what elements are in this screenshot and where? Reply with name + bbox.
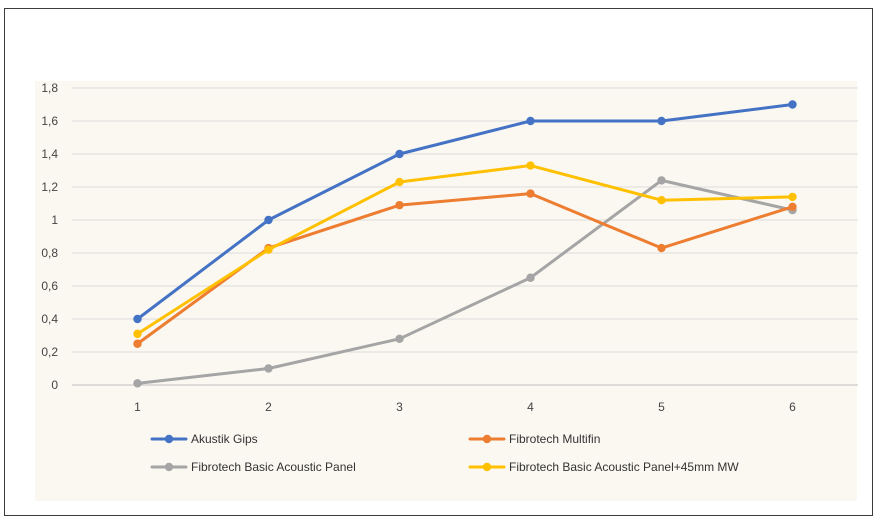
legend-item: Fibrotech Multifin bbox=[468, 432, 600, 446]
y-tick-label: 1,6 bbox=[41, 114, 58, 128]
data-point bbox=[657, 243, 666, 253]
data-point bbox=[264, 364, 273, 373]
legend-item: Fibrotech Basic Acoustic Panel bbox=[150, 460, 356, 474]
series-fibrotech-multifin bbox=[133, 189, 797, 348]
x-tick-label: 4 bbox=[527, 400, 534, 414]
x-tick-label: 6 bbox=[789, 400, 796, 414]
data-point bbox=[133, 379, 142, 388]
data-point bbox=[395, 334, 404, 343]
y-tick-label: 0,8 bbox=[41, 246, 58, 260]
data-point bbox=[788, 100, 797, 109]
data-point bbox=[526, 116, 535, 126]
data-point bbox=[395, 149, 404, 159]
x-tick-label: 1 bbox=[134, 400, 141, 414]
legend-label: Fibrotech Basic Acoustic Panel bbox=[191, 460, 356, 474]
y-tick-label: 1,8 bbox=[41, 81, 58, 95]
y-tick-label: 0,4 bbox=[41, 312, 58, 326]
y-tick-label: 0 bbox=[51, 378, 58, 392]
legend-label: Fibrotech Basic Acoustic Panel+45mm MW bbox=[509, 460, 739, 474]
gridlines bbox=[72, 87, 858, 386]
legend-swatch-marker bbox=[164, 462, 174, 472]
legend-swatch-marker bbox=[164, 434, 174, 444]
data-point bbox=[395, 200, 404, 210]
series-fibrotech-basic-acoustic-panel-45mm-mw bbox=[133, 161, 797, 339]
series-fibrotech-basic-acoustic-panel bbox=[133, 176, 797, 388]
data-point bbox=[788, 192, 797, 202]
legend-label: Fibrotech Multifin bbox=[509, 432, 600, 446]
chart-frame bbox=[4, 8, 873, 516]
data-point bbox=[395, 177, 404, 187]
data-point bbox=[657, 176, 666, 185]
data-point bbox=[133, 314, 142, 324]
series-line bbox=[136, 192, 794, 346]
legend-swatch-marker bbox=[482, 434, 492, 444]
legend-item: Akustik Gips bbox=[150, 432, 258, 446]
chart-background bbox=[35, 81, 857, 501]
y-tick-label: 1,2 bbox=[41, 180, 58, 194]
series-line bbox=[136, 164, 794, 336]
data-point bbox=[788, 202, 797, 211]
data-point bbox=[657, 116, 666, 126]
x-tick-label: 5 bbox=[658, 400, 665, 414]
data-point bbox=[264, 245, 273, 254]
x-tick-label: 3 bbox=[396, 400, 403, 414]
data-point bbox=[264, 215, 273, 225]
series-line bbox=[136, 103, 794, 321]
axes: 0 0,2 0,4 0,6 0,8 1 1,2 1,4 1,6 1,8 1 2 3 4 5 6 bbox=[41, 81, 796, 414]
x-tick-label: 2 bbox=[265, 400, 272, 414]
data-point bbox=[133, 339, 142, 348]
y-tick-label: 0,6 bbox=[41, 279, 58, 293]
data-point bbox=[526, 161, 535, 170]
legend-label: Akustik Gips bbox=[191, 432, 258, 446]
series bbox=[133, 100, 797, 388]
series-line bbox=[136, 178, 794, 385]
data-point bbox=[657, 196, 666, 205]
y-tick-label: 1 bbox=[51, 213, 58, 227]
data-point bbox=[133, 329, 142, 339]
series-akustik-gips bbox=[133, 100, 797, 324]
data-point bbox=[526, 189, 535, 198]
y-tick-label: 1,4 bbox=[41, 147, 58, 161]
y-tick-label: 0,2 bbox=[41, 345, 58, 359]
legend-item: Fibrotech Basic Acoustic Panel+45mm MW bbox=[468, 460, 739, 474]
data-point bbox=[526, 273, 535, 282]
legend: Akustik Gips Fibrotech Multifin Fibrotech … bbox=[150, 432, 739, 474]
legend-swatch-marker bbox=[482, 462, 492, 472]
